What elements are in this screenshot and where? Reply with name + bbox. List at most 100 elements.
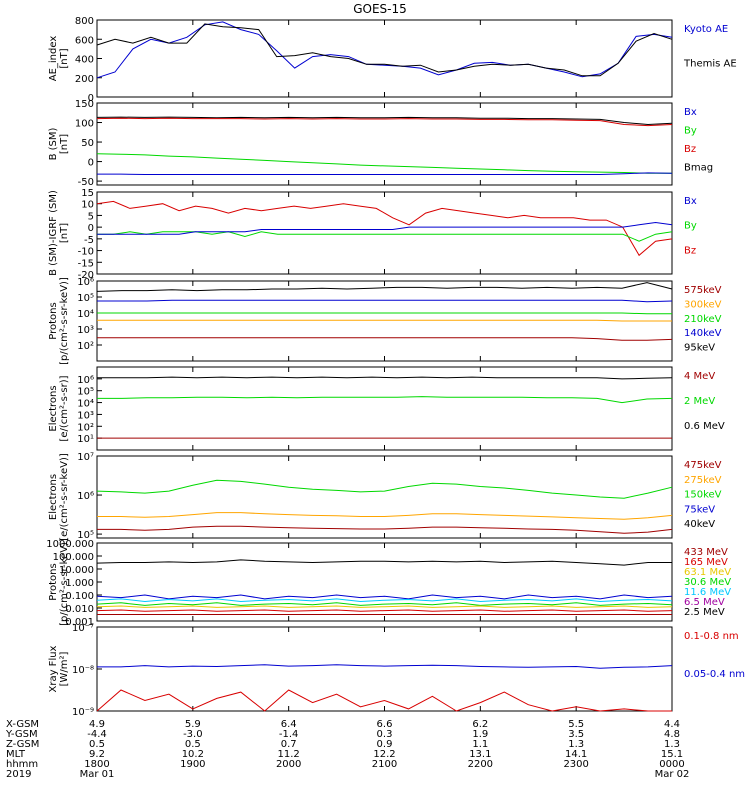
panel-6: 10⁵ 10⁶ 10⁷ Electrons [e/(cm²-s-sr-keV)] 475k… (48, 452, 722, 541)
series-line (96, 609, 673, 612)
table-row-label: 2019 (6, 769, 31, 780)
table-cell: 1.3 (664, 739, 680, 750)
y-axis-label: Protons (48, 563, 59, 600)
table-cell: 1.9 (472, 729, 488, 740)
table-row-label: MLT (6, 749, 26, 760)
series-line (96, 689, 672, 712)
y-tick-label: -10 (78, 247, 94, 258)
table-cell: -4.4 (87, 729, 107, 740)
table-cell: 0000 (659, 759, 684, 770)
legend-entry: 165 MeV (684, 557, 728, 568)
y-tick-label: 100 (75, 119, 94, 130)
y-tick-label: 200 (75, 74, 94, 85)
y-axis-label: [p/(cm²-s-sr-keV)] (59, 277, 70, 365)
legend-entry: 210keV (684, 314, 722, 325)
table-cell: 0.5 (185, 739, 201, 750)
series-line (97, 664, 673, 669)
y-tick-label: -20 (78, 270, 94, 281)
y-tick-label: 0.100 (65, 591, 94, 602)
y-axis-label: [nT] (59, 134, 70, 154)
series-line (97, 525, 673, 534)
y-axis-label: Protons (48, 302, 59, 339)
y-axis-label: Electrons (48, 474, 59, 520)
y-tick-label: 10⁵ (77, 530, 94, 541)
table-cell: 13.1 (469, 749, 491, 760)
series-line (97, 221, 673, 235)
panel-frame (96, 191, 673, 275)
y-tick-label: 0 (88, 158, 94, 169)
y-tick-label: 10⁻⁷ (72, 623, 94, 634)
y-tick-label: 0 (88, 93, 94, 104)
table-cell: 0.9 (377, 739, 393, 750)
y-tick-label: 600 (75, 35, 94, 46)
series-line (97, 396, 673, 404)
series-line (96, 116, 673, 126)
table-cell: 4.8 (664, 729, 680, 740)
table-cell: Mar 01 (80, 769, 115, 780)
table-cell: 1.3 (568, 739, 584, 750)
panel-4: 10² 10³ 10⁴ 10⁵ 10⁶ Protons [p/(cm²-s-sr-keV)]… (48, 277, 722, 365)
y-tick-label: 10⁵ (77, 387, 94, 398)
legend-entry: 30.6 MeV (684, 577, 731, 588)
legend-entry: 6.5 MeV (684, 597, 725, 608)
legend-entry: Bz (684, 245, 696, 256)
legend-entry: Kyoto AE (684, 24, 728, 35)
series-line (96, 594, 673, 600)
table-cell: 6.4 (281, 719, 297, 730)
table-cell: 15.1 (661, 749, 683, 760)
y-tick-label: 150 (75, 99, 94, 110)
y-axis-label: AE_index (48, 36, 59, 82)
y-tick-label: -5 (84, 235, 94, 246)
legend-entry: Themis AE (683, 59, 737, 70)
y-tick-label: 10³ (77, 410, 94, 421)
y-tick-label: 0.010 (65, 604, 94, 615)
y-tick-label: 10³ (77, 325, 94, 336)
legend-entry: 2.5 MeV (684, 607, 725, 618)
table-cell: 0.5 (89, 739, 105, 750)
table-cell: -1.4 (279, 729, 299, 740)
table-cell: 6.6 (377, 719, 393, 730)
series-line (96, 21, 673, 79)
series-line (96, 282, 673, 292)
legend-entry: 0.1-0.8 nm (684, 631, 739, 642)
y-tick-label: 10 (81, 200, 94, 211)
y-tick-label: 10² (77, 341, 94, 352)
y-tick-label: -15 (78, 258, 94, 269)
panel-frame (96, 280, 673, 362)
table-cell: 2000 (276, 759, 301, 770)
y-axis-label: [e/(cm²-s-sr)] (59, 375, 70, 441)
panel-8: 10⁻⁹ 10⁻⁸ 10⁻⁷ Xray Flux [W/m²] 0.1-0.8 nm 0.0… (48, 623, 745, 718)
legend-entry: By (684, 221, 697, 232)
legend-entry: Bz (684, 144, 696, 155)
table-cell: 2100 (372, 759, 397, 770)
chart-title: GOES-15 (353, 2, 407, 16)
series-line (96, 559, 672, 566)
table-cell: -3.0 (183, 729, 203, 740)
legend-entry: 11.6 MeV (684, 587, 731, 598)
y-tick-label: 1000.000 (46, 539, 94, 550)
table-cell: 14.1 (565, 749, 587, 760)
table-cell: 2300 (563, 759, 588, 770)
y-tick-label: 10⁶ (77, 491, 94, 502)
table-cell: 0.3 (377, 729, 393, 740)
y-tick-label: 5 (88, 211, 94, 222)
series-line (96, 598, 673, 603)
y-tick-label: 10.000 (59, 565, 94, 576)
y-axis-label: [p/(cm²-s-sr-keV)] (59, 538, 70, 626)
legend-entry: 475keV (684, 460, 722, 471)
y-axis-label: [nT] (59, 48, 70, 68)
series-line (96, 479, 673, 499)
legend-entry: 0.05-0.4 nm (684, 669, 745, 680)
series-line (97, 319, 672, 322)
table-cell: 9.2 (89, 749, 105, 760)
legend-entry: 275keV (684, 475, 722, 486)
y-tick-label: 10⁴ (77, 309, 94, 320)
y-axis-label: [nT] (59, 223, 70, 243)
table-cell: 1.1 (472, 739, 488, 750)
panel-2: -50 0 50 100 150 B (SM) [nT] Bx By Bz Bmag (48, 99, 713, 188)
legend-entry: 433 MeV (684, 547, 728, 558)
y-tick-label: 50 (81, 138, 94, 149)
legend-entry: 0.6 MeV (684, 421, 725, 432)
